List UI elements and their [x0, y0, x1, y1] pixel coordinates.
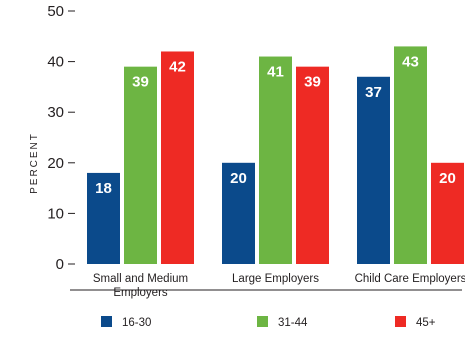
bar — [161, 51, 194, 265]
legend-label: 16-30 — [122, 317, 151, 329]
legend-label: 45+ — [416, 317, 436, 329]
category-label: Child Care Employers — [355, 273, 465, 285]
y-tick-label: 20 — [47, 155, 64, 172]
bar — [222, 162, 255, 264]
bar-value-label: 39 — [304, 74, 321, 91]
legend: 16-30 31-44 45+ — [101, 316, 436, 329]
bar-value-label: 18 — [95, 180, 112, 197]
y-tick-label: 40 — [47, 54, 64, 71]
legend-swatch — [395, 316, 406, 327]
bar-value-label: 20 — [439, 170, 456, 187]
bar-value-label: 39 — [132, 74, 149, 91]
y-axis-label: PERCENT — [29, 132, 40, 194]
y-tick-label: 10 — [47, 205, 64, 222]
legend-swatch — [101, 316, 112, 327]
category-label: Employers — [113, 287, 168, 299]
y-tick-label: 0 — [56, 256, 64, 273]
category-label: Large Employers — [232, 273, 319, 285]
bar-value-label: 41 — [267, 64, 284, 81]
legend-label: 31-44 — [278, 317, 308, 329]
bar — [394, 46, 427, 264]
bar-value-label: 20 — [230, 170, 247, 187]
bar-value-label: 42 — [169, 58, 186, 75]
category-labels: Small and Medium Employers Large Employers… — [93, 273, 465, 299]
bar — [259, 56, 292, 264]
bar — [431, 162, 464, 264]
bar — [124, 66, 157, 264]
bars: 18 39 42 20 41 39 37 43 20 — [87, 46, 464, 265]
legend-swatch — [257, 316, 268, 327]
bar-value-label: 37 — [365, 84, 382, 101]
y-tick-label: 30 — [47, 104, 64, 121]
bar — [357, 76, 390, 264]
category-label: Small and Medium — [93, 273, 188, 285]
bar — [87, 172, 120, 264]
bar — [296, 66, 329, 264]
bar-value-label: 43 — [402, 53, 419, 70]
y-tick-label: 50 — [47, 3, 64, 20]
y-axis: 0 10 20 30 40 50 — [47, 3, 75, 273]
